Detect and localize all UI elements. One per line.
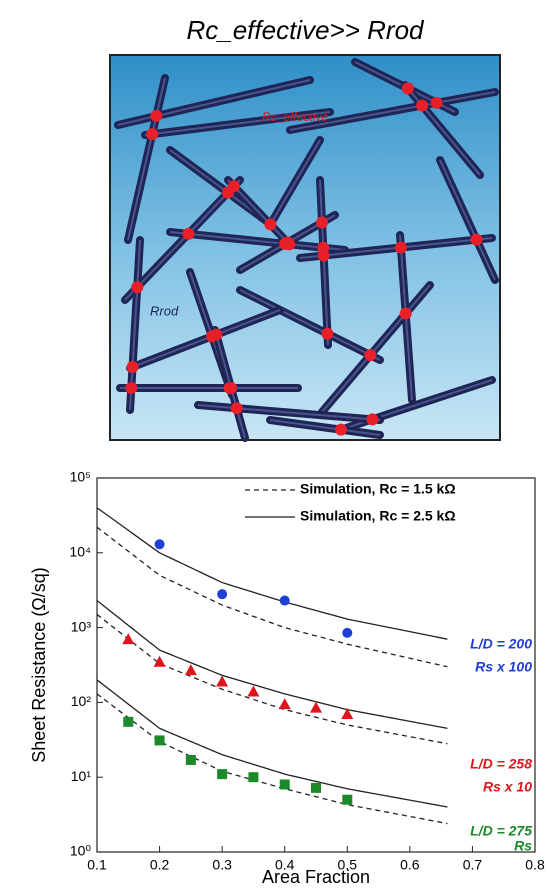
simulation-curve: [97, 527, 447, 667]
data-point: [185, 664, 197, 675]
contact: [264, 218, 276, 230]
simulation-curve: [97, 614, 447, 743]
simulation-curve: [97, 680, 447, 807]
contact: [127, 361, 139, 373]
annotation: L/D = 275: [470, 823, 532, 839]
contact: [225, 382, 237, 394]
legend-label: Simulation, Rc = 1.5 kΩ: [300, 481, 456, 497]
annotation: Rs: [514, 838, 532, 854]
y-tick-label: 10⁵: [70, 469, 91, 485]
y-axis-label: Sheet Resistance (Ω/sq): [29, 567, 49, 763]
annotation: L/D = 200: [470, 636, 532, 652]
contact: [146, 128, 158, 140]
x-tick-label: 0.1: [87, 857, 107, 873]
y-tick-label: 10⁴: [69, 544, 91, 560]
data-point: [217, 769, 227, 779]
x-tick-label: 0.3: [212, 857, 232, 873]
contact: [318, 250, 330, 262]
data-point: [279, 698, 291, 709]
contact: [282, 236, 294, 248]
contact: [431, 97, 443, 109]
contact: [395, 241, 407, 253]
contact: [182, 228, 194, 240]
contact: [150, 110, 162, 122]
contact: [366, 413, 378, 425]
figure: Rc_effective>> Rrod Rc_effective Rrod 0.…: [0, 0, 550, 888]
data-point: [311, 783, 321, 793]
data-point: [341, 708, 353, 719]
y-tick-label: 10³: [71, 618, 92, 634]
contact: [210, 329, 222, 341]
x-tick-label: 0.2: [150, 857, 170, 873]
data-point: [123, 717, 133, 727]
data-point: [280, 779, 290, 789]
contact: [400, 308, 412, 320]
simulation-curve: [97, 601, 447, 729]
data-point: [186, 755, 196, 765]
contact: [470, 234, 482, 246]
data-point: [155, 539, 165, 549]
rod-label: Rrod: [150, 303, 179, 318]
x-tick-label: 0.8: [525, 857, 545, 873]
annotation: Rs x 100: [475, 659, 532, 675]
data-point: [342, 795, 352, 805]
simulation-curve: [97, 508, 447, 639]
data-point: [217, 589, 227, 599]
contact: [131, 281, 143, 293]
data-point: [342, 628, 352, 638]
annotation: Rs x 10: [483, 779, 532, 795]
y-tick-label: 10²: [71, 693, 92, 709]
data-point: [154, 656, 166, 667]
contact: [402, 82, 414, 94]
data-point: [248, 772, 258, 782]
annotation: L/D = 258: [470, 756, 532, 772]
x-axis-label: Area Fraction: [262, 867, 370, 887]
x-tick-label: 0.6: [400, 857, 420, 873]
contact: [125, 382, 137, 394]
y-tick-label: 10¹: [71, 768, 92, 784]
data-point: [247, 685, 259, 696]
legend-label: Simulation, Rc = 2.5 kΩ: [300, 508, 456, 524]
contact: [416, 100, 428, 112]
data-point: [280, 596, 290, 606]
contact: [316, 216, 328, 228]
y-tick-label: 10⁰: [70, 843, 92, 859]
contact: [228, 180, 240, 192]
contact: [231, 402, 243, 414]
contact-label: Rc_effective: [262, 110, 328, 124]
data-point: [122, 633, 134, 644]
contact: [364, 349, 376, 361]
contact: [335, 424, 347, 436]
contact: [321, 328, 333, 340]
diagram-title: Rc_effective>> Rrod: [186, 15, 425, 45]
data-point: [155, 735, 165, 745]
page: {"diagram": {"title": "Rc_effective>> Rr…: [0, 0, 550, 888]
x-tick-label: 0.7: [463, 857, 483, 873]
simulation-curve: [97, 694, 447, 824]
